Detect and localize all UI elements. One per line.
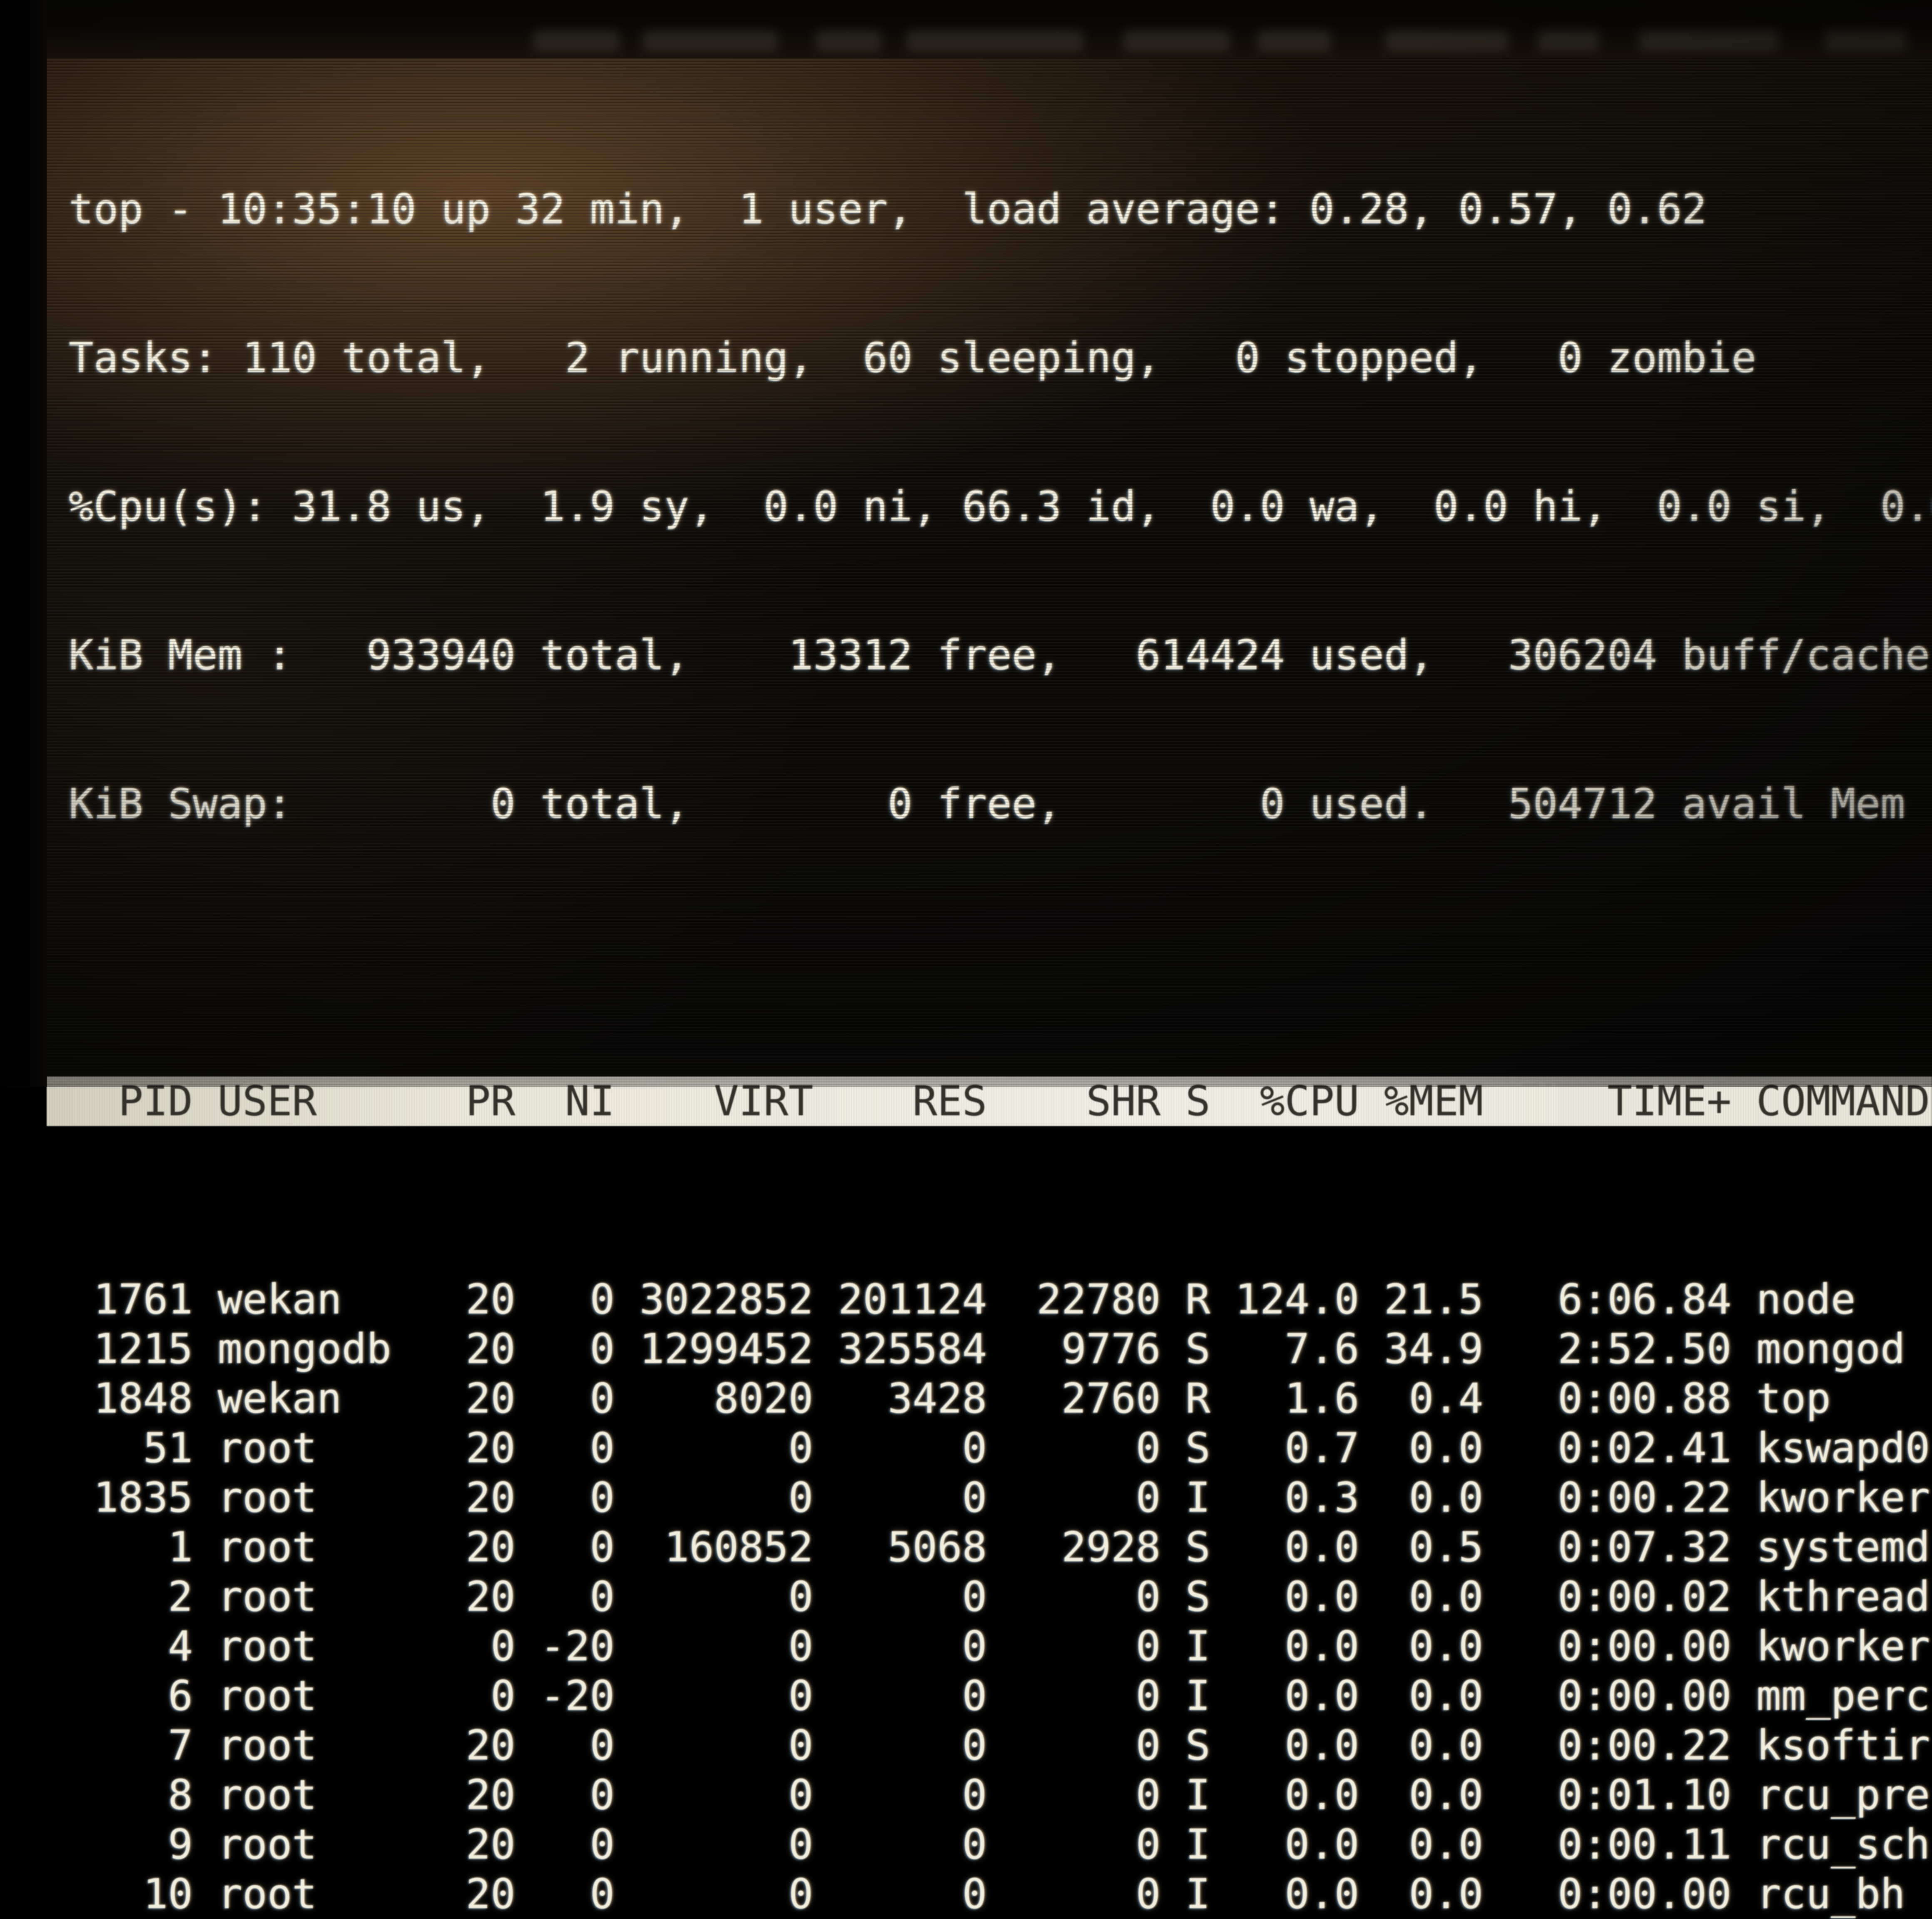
terminal-screen [0, 58, 1932, 1087]
blank-line [47, 928, 1932, 977]
mem-summary-line: KiB Mem : 933940 total, 13312 free, 6144… [69, 631, 1930, 679]
swap-summary-line: KiB Swap: 0 total, 0 free, 0 used. 50471… [69, 780, 1905, 828]
process-row: 2 root 20 0 0 0 0 S 0.0 0.0 0:00.02 kthr… [69, 1573, 1930, 1621]
cpu-summary-line: %Cpu(s): 31.8 us, 1.9 sy, 0.0 ni, 66.3 i… [69, 483, 1932, 531]
monitor-bezel [0, 0, 1932, 62]
bezel-reflection [533, 30, 1907, 52]
process-row: 1215 mongodb 20 0 1299452 325584 9776 S … [69, 1325, 1905, 1373]
top-summary-line: top - 10:35:10 up 32 min, 1 user, load a… [69, 185, 1707, 233]
process-row: 51 root 20 0 0 0 0 S 0.7 0.0 0:02.41 ksw… [69, 1424, 1930, 1472]
process-row: 10 root 20 0 0 0 0 I 0.0 0.0 0:00.00 rcu… [69, 1870, 1905, 1918]
process-row: 9 root 20 0 0 0 0 I 0.0 0.0 0:00.11 rcu_… [69, 1821, 1930, 1869]
process-row: 1761 wekan 20 0 3022852 201124 22780 R 1… [69, 1276, 1856, 1323]
top-output: top - 10:35:10 up 32 min, 1 user, load a… [47, 85, 1932, 1919]
process-row: 1835 root 20 0 0 0 0 I 0.3 0.0 0:00.22 k… [69, 1474, 1930, 1522]
process-row: 6 root 0 -20 0 0 0 I 0.0 0.0 0:00.00 mm_… [69, 1672, 1930, 1720]
process-row: 4 root 0 -20 0 0 0 I 0.0 0.0 0:00.00 kwo… [69, 1622, 1930, 1670]
process-table-header: PID USER PR NI VIRT RES SHR S %CPU %MEM … [47, 1077, 1932, 1126]
tasks-summary-line: Tasks: 110 total, 2 running, 60 sleeping… [69, 334, 1757, 382]
process-row: 1 root 20 0 160852 5068 2928 S 0.0 0.5 0… [69, 1523, 1930, 1571]
process-row: 1848 wekan 20 0 8020 3428 2760 R 1.6 0.4… [69, 1375, 1831, 1423]
monitor-bezel-left [0, 0, 47, 1087]
process-row: 8 root 20 0 0 0 0 I 0.0 0.0 0:01.10 rcu_… [69, 1771, 1930, 1819]
process-row: 7 root 20 0 0 0 0 S 0.0 0.0 0:00.22 ksof… [69, 1722, 1930, 1769]
